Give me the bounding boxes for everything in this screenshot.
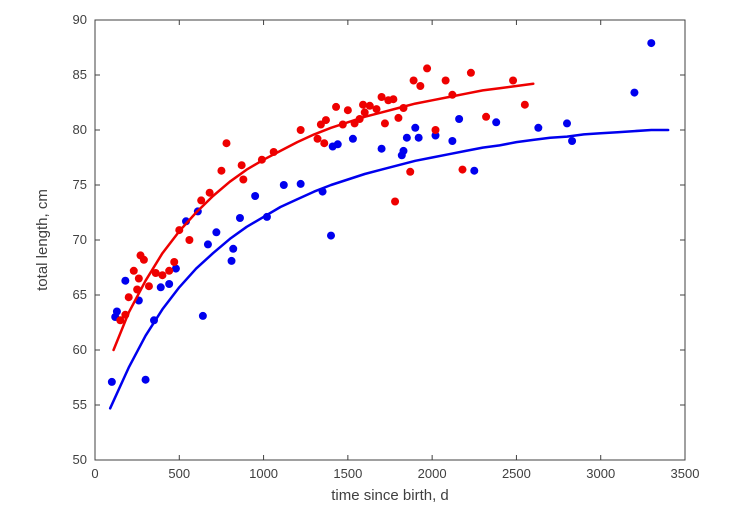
blue-data-point xyxy=(470,167,478,175)
red-data-point xyxy=(423,64,431,72)
red-data-point xyxy=(140,256,148,264)
blue-data-point xyxy=(251,192,259,200)
red-data-point xyxy=(509,77,517,85)
blue-data-point xyxy=(647,39,655,47)
blue-data-point xyxy=(415,134,423,142)
blue-data-point xyxy=(399,147,407,155)
x-tick-label: 2000 xyxy=(418,466,447,481)
y-tick-label: 60 xyxy=(73,342,87,357)
x-tick-label: 1500 xyxy=(333,466,362,481)
red-data-point xyxy=(222,139,230,147)
y-tick-label: 50 xyxy=(73,452,87,467)
blue-data-point xyxy=(157,283,165,291)
red-data-point xyxy=(381,119,389,127)
blue-data-point xyxy=(199,312,207,320)
red-data-point xyxy=(416,82,424,90)
blue-data-point xyxy=(568,137,576,145)
blue-data-point xyxy=(142,376,150,384)
red-data-point xyxy=(332,103,340,111)
y-tick-label: 80 xyxy=(73,122,87,137)
blue-data-point xyxy=(403,134,411,142)
x-tick-label: 3500 xyxy=(671,466,700,481)
blue-data-point xyxy=(411,124,419,132)
blue-data-point xyxy=(563,119,571,127)
blue-data-point xyxy=(212,228,220,236)
blue-data-point xyxy=(113,308,121,316)
red-data-point xyxy=(467,69,475,77)
x-axis-label: time since birth, d xyxy=(331,487,449,504)
y-tick-label: 75 xyxy=(73,177,87,192)
red-data-point xyxy=(297,126,305,134)
red-data-point xyxy=(322,116,330,124)
blue-data-point xyxy=(455,115,463,123)
blue-data-point xyxy=(229,245,237,253)
x-tick-label: 2500 xyxy=(502,466,531,481)
blue-data-point xyxy=(630,89,638,97)
x-tick-label: 1000 xyxy=(249,466,278,481)
red-data-point xyxy=(145,282,153,290)
y-axis-label: total length, cm xyxy=(34,189,51,291)
red-data-point xyxy=(394,114,402,122)
growth-scatter-chart: 0 500 1000 1500 2000 2500 3000 3500 50 55 60 65 70 75… xyxy=(0,0,729,521)
red-data-point xyxy=(389,95,397,103)
red-data-point xyxy=(135,275,143,283)
red-data-point xyxy=(458,166,466,174)
y-tick-label: 65 xyxy=(73,287,87,302)
red-data-point xyxy=(432,126,440,134)
y-tick-label: 90 xyxy=(73,12,87,27)
red-data-point xyxy=(170,258,178,266)
red-data-point xyxy=(521,101,529,109)
blue-data-point xyxy=(334,140,342,148)
red-data-point xyxy=(158,271,166,279)
blue-data-point xyxy=(349,135,357,143)
blue-data-point xyxy=(378,145,386,153)
red-data-point xyxy=(239,176,247,184)
blue-data-point xyxy=(534,124,542,132)
red-data-point xyxy=(238,161,246,169)
red-data-point xyxy=(406,168,414,176)
blue-data-point xyxy=(280,181,288,189)
red-data-point xyxy=(410,77,418,85)
red-data-point xyxy=(442,77,450,85)
blue-data-point xyxy=(121,277,129,285)
red-data-point xyxy=(130,267,138,275)
red-data-point xyxy=(125,293,133,301)
blue-data-point xyxy=(165,280,173,288)
y-tick-label: 70 xyxy=(73,232,87,247)
blue-data-point xyxy=(236,214,244,222)
red-data-point xyxy=(344,106,352,114)
blue-fit-curve xyxy=(110,130,668,408)
x-tick-label: 500 xyxy=(168,466,190,481)
red-data-point xyxy=(482,113,490,121)
red-data-point xyxy=(320,139,328,147)
blue-data-point xyxy=(448,137,456,145)
red-data-point xyxy=(165,267,173,275)
red-data-point xyxy=(314,135,322,143)
red-data-point xyxy=(217,167,225,175)
red-data-point xyxy=(185,236,193,244)
x-tick-label: 3000 xyxy=(586,466,615,481)
red-data-point xyxy=(359,101,367,109)
blue-data-point xyxy=(228,257,236,265)
x-tick-label: 0 xyxy=(91,466,98,481)
blue-data-point xyxy=(297,180,305,188)
y-tick-label: 85 xyxy=(73,67,87,82)
blue-data-point xyxy=(492,118,500,126)
blue-data-point xyxy=(204,240,212,248)
blue-data-point xyxy=(108,378,116,386)
blue-data-point xyxy=(327,232,335,240)
red-data-point xyxy=(391,198,399,206)
y-tick-label: 55 xyxy=(73,397,87,412)
